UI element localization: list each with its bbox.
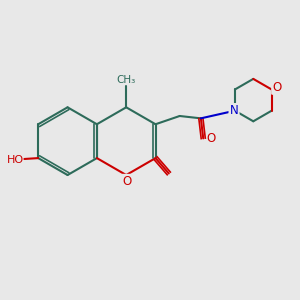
Text: N: N <box>230 104 239 117</box>
Text: O: O <box>272 81 282 94</box>
Text: O: O <box>122 175 131 188</box>
Text: O: O <box>206 132 215 145</box>
Text: HO: HO <box>7 154 24 165</box>
Text: CH₃: CH₃ <box>117 75 136 85</box>
